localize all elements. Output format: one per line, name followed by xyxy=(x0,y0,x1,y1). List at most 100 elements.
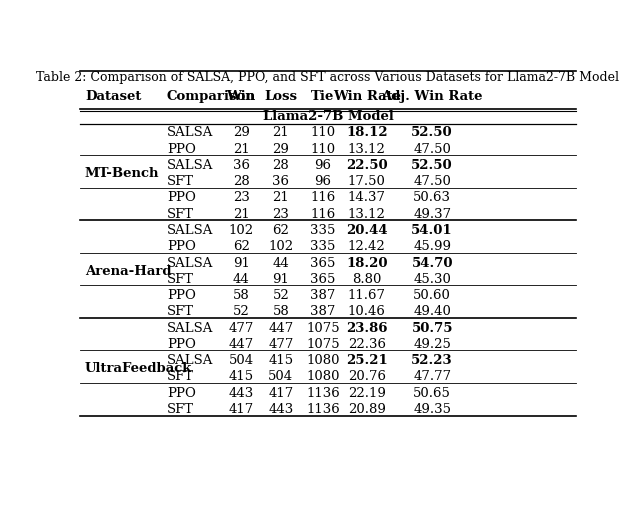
Text: PPO: PPO xyxy=(167,387,196,400)
Text: SFT: SFT xyxy=(167,370,194,383)
Text: SFT: SFT xyxy=(167,175,194,188)
Text: 54.01: 54.01 xyxy=(412,224,453,237)
Text: SFT: SFT xyxy=(167,273,194,286)
Text: 58: 58 xyxy=(273,305,289,318)
Text: 44: 44 xyxy=(233,273,250,286)
Text: 21: 21 xyxy=(233,143,250,156)
Text: SFT: SFT xyxy=(167,208,194,221)
Text: 36: 36 xyxy=(273,175,289,188)
Text: 45.30: 45.30 xyxy=(413,273,451,286)
Text: 387: 387 xyxy=(310,305,336,318)
Text: 10.46: 10.46 xyxy=(348,305,386,318)
Text: 28: 28 xyxy=(273,159,289,172)
Text: 49.37: 49.37 xyxy=(413,208,451,221)
Text: 52.23: 52.23 xyxy=(412,354,453,367)
Text: 21: 21 xyxy=(273,127,289,140)
Text: 447: 447 xyxy=(268,321,294,335)
Text: Dataset: Dataset xyxy=(85,90,141,104)
Text: 44: 44 xyxy=(273,256,289,269)
Text: PPO: PPO xyxy=(167,143,196,156)
Text: 62: 62 xyxy=(273,224,289,237)
Text: 50.75: 50.75 xyxy=(412,321,453,335)
Text: 443: 443 xyxy=(228,387,254,400)
Text: Arena-Hard: Arena-Hard xyxy=(85,265,172,278)
Text: 13.12: 13.12 xyxy=(348,208,386,221)
Text: 1075: 1075 xyxy=(306,321,340,335)
Text: 11.67: 11.67 xyxy=(348,289,386,302)
Text: 17.50: 17.50 xyxy=(348,175,386,188)
Text: 365: 365 xyxy=(310,273,336,286)
Text: Win: Win xyxy=(227,90,256,104)
Text: 29: 29 xyxy=(273,143,289,156)
Text: SFT: SFT xyxy=(167,403,194,416)
Text: 52: 52 xyxy=(233,305,250,318)
Text: 54.70: 54.70 xyxy=(412,256,453,269)
Text: 447: 447 xyxy=(228,338,254,351)
Text: 110: 110 xyxy=(310,143,335,156)
Text: 504: 504 xyxy=(228,354,254,367)
Text: 102: 102 xyxy=(228,224,254,237)
Text: 335: 335 xyxy=(310,241,336,253)
Text: 110: 110 xyxy=(310,127,335,140)
Text: SALSA: SALSA xyxy=(167,159,213,172)
Text: SALSA: SALSA xyxy=(167,321,213,335)
Text: 21: 21 xyxy=(233,208,250,221)
Text: 23.86: 23.86 xyxy=(346,321,387,335)
Text: 25.21: 25.21 xyxy=(346,354,388,367)
Text: 20.89: 20.89 xyxy=(348,403,386,416)
Text: 116: 116 xyxy=(310,208,335,221)
Text: 415: 415 xyxy=(228,370,254,383)
Text: SALSA: SALSA xyxy=(167,224,213,237)
Text: 22.50: 22.50 xyxy=(346,159,387,172)
Text: Llama2-7B Model: Llama2-7B Model xyxy=(262,110,394,123)
Text: 23: 23 xyxy=(273,208,289,221)
Text: 18.20: 18.20 xyxy=(346,256,387,269)
Text: 116: 116 xyxy=(310,192,335,204)
Text: 8.80: 8.80 xyxy=(352,273,381,286)
Text: 415: 415 xyxy=(268,354,294,367)
Text: 47.50: 47.50 xyxy=(413,175,451,188)
Text: 14.37: 14.37 xyxy=(348,192,386,204)
Text: 91: 91 xyxy=(273,273,289,286)
Text: SALSA: SALSA xyxy=(167,354,213,367)
Text: 28: 28 xyxy=(233,175,250,188)
Text: 52.50: 52.50 xyxy=(412,127,453,140)
Text: 23: 23 xyxy=(233,192,250,204)
Text: Win Rate: Win Rate xyxy=(333,90,401,104)
Text: 52.50: 52.50 xyxy=(412,159,453,172)
Text: PPO: PPO xyxy=(167,289,196,302)
Text: PPO: PPO xyxy=(167,192,196,204)
Text: 49.40: 49.40 xyxy=(413,305,451,318)
Text: 1080: 1080 xyxy=(307,354,340,367)
Text: 36: 36 xyxy=(233,159,250,172)
Text: 417: 417 xyxy=(228,403,254,416)
Text: 52: 52 xyxy=(273,289,289,302)
Text: 1136: 1136 xyxy=(306,387,340,400)
Text: 47.50: 47.50 xyxy=(413,143,451,156)
Text: 49.35: 49.35 xyxy=(413,403,451,416)
Text: 62: 62 xyxy=(233,241,250,253)
Text: 50.65: 50.65 xyxy=(413,387,451,400)
Text: PPO: PPO xyxy=(167,241,196,253)
Text: 96: 96 xyxy=(314,159,332,172)
Text: 12.42: 12.42 xyxy=(348,241,385,253)
Text: MT-Bench: MT-Bench xyxy=(85,167,159,180)
Text: 477: 477 xyxy=(228,321,254,335)
Text: 417: 417 xyxy=(268,387,294,400)
Text: 50.60: 50.60 xyxy=(413,289,451,302)
Text: Adj. Win Rate: Adj. Win Rate xyxy=(381,90,483,104)
Text: 50.63: 50.63 xyxy=(413,192,451,204)
Text: 21: 21 xyxy=(273,192,289,204)
Text: 47.77: 47.77 xyxy=(413,370,451,383)
Text: 102: 102 xyxy=(268,241,294,253)
Text: 20.76: 20.76 xyxy=(348,370,386,383)
Text: 58: 58 xyxy=(233,289,250,302)
Text: PPO: PPO xyxy=(167,338,196,351)
Text: 91: 91 xyxy=(233,256,250,269)
Text: 365: 365 xyxy=(310,256,336,269)
Text: 504: 504 xyxy=(268,370,294,383)
Text: 49.25: 49.25 xyxy=(413,338,451,351)
Text: SALSA: SALSA xyxy=(167,256,213,269)
Text: 22.19: 22.19 xyxy=(348,387,386,400)
Text: 18.12: 18.12 xyxy=(346,127,387,140)
